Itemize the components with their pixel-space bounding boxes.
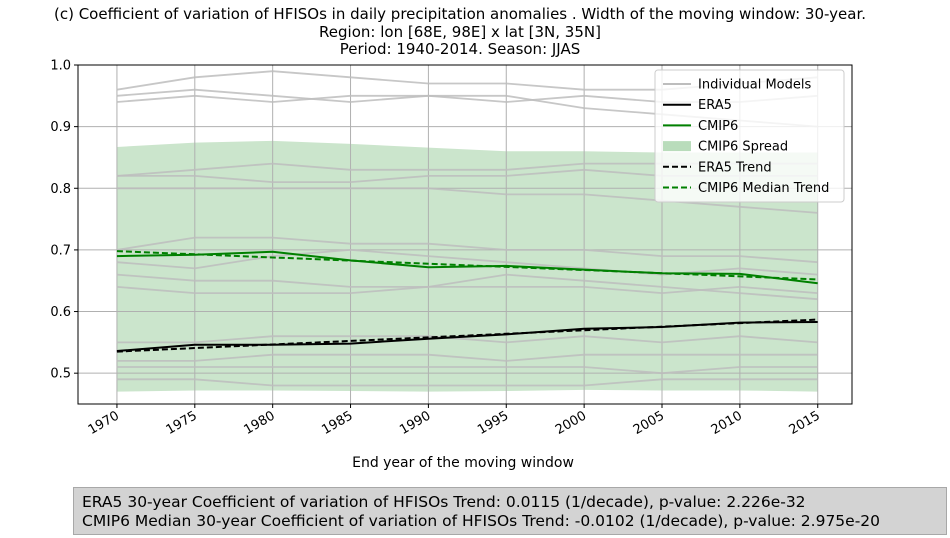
x-tick-label: 2015 (787, 408, 823, 438)
chart-title-line-3: Period: 1940-2014. Season: JJAS (339, 40, 581, 58)
x-tick-label: 2000 (553, 408, 589, 438)
chart-title-line-1: (c) Coefficient of variation of HFISOs i… (53, 5, 867, 23)
legend-label-cmip6-spread: CMIP6 Spread (698, 140, 788, 155)
y-tick-label: 0.7 (50, 243, 71, 258)
x-tick-label: 2005 (631, 408, 667, 438)
x-tick-label: 1985 (319, 408, 355, 438)
legend-label-era5-trend: ERA5 Trend (698, 160, 772, 175)
legend-label-cmip6: CMIP6 (698, 119, 738, 134)
era5-line (116, 321, 818, 352)
individual-model-line-13 (116, 366, 818, 375)
x-tick-label: 2010 (709, 408, 745, 438)
individual-model-line-11 (116, 335, 818, 344)
chart-title: (c) Coefficient of variation of HFISOs i… (0, 5, 920, 59)
y-tick-label: 0.6 (50, 305, 71, 320)
individual-model-line-8 (116, 248, 818, 276)
trend-stats-box: ERA5 30-year Coefficient of variation of… (73, 487, 947, 535)
y-tick-label: 0.9 (50, 120, 71, 135)
y-tick-label: 1.0 (50, 59, 71, 74)
x-tick-label: 1990 (397, 408, 433, 438)
cmip6-trend-stat: CMIP6 Median 30-year Coefficient of vari… (82, 511, 881, 530)
y-tick-label: 0.5 (50, 367, 71, 382)
legend-label-cmip6-median-trend: CMIP6 Median Trend (698, 181, 829, 196)
x-tick-label: 1980 (242, 408, 278, 438)
individual-model-line-7 (116, 236, 818, 264)
x-tick-label: 1995 (475, 408, 511, 438)
era5-trend-stat: ERA5 30-year Coefficient of variation of… (82, 493, 806, 511)
cmip6-median-line (116, 250, 818, 285)
legend-box (654, 69, 845, 203)
y-tick-label: 0.8 (50, 182, 71, 197)
plot-frame (77, 64, 853, 405)
legend-label-era5: ERA5 (698, 98, 732, 113)
individual-model-line-10 (116, 273, 818, 301)
individual-model-line-14 (116, 378, 818, 387)
individual-model-line-5 (116, 187, 818, 214)
individual-model-line-12 (116, 353, 818, 362)
x-tick-label: 1970 (86, 408, 122, 438)
legend-label-individual-models: Individual Models (698, 78, 811, 93)
chart-title-line-2: Region: lon [68E, 98E] x lat [3N, 35N] (319, 22, 601, 41)
x-tick-label: 1975 (164, 408, 200, 438)
legend-swatch-cmip6-spread (663, 141, 691, 152)
x-axis-label: End year of the moving window (352, 455, 574, 471)
